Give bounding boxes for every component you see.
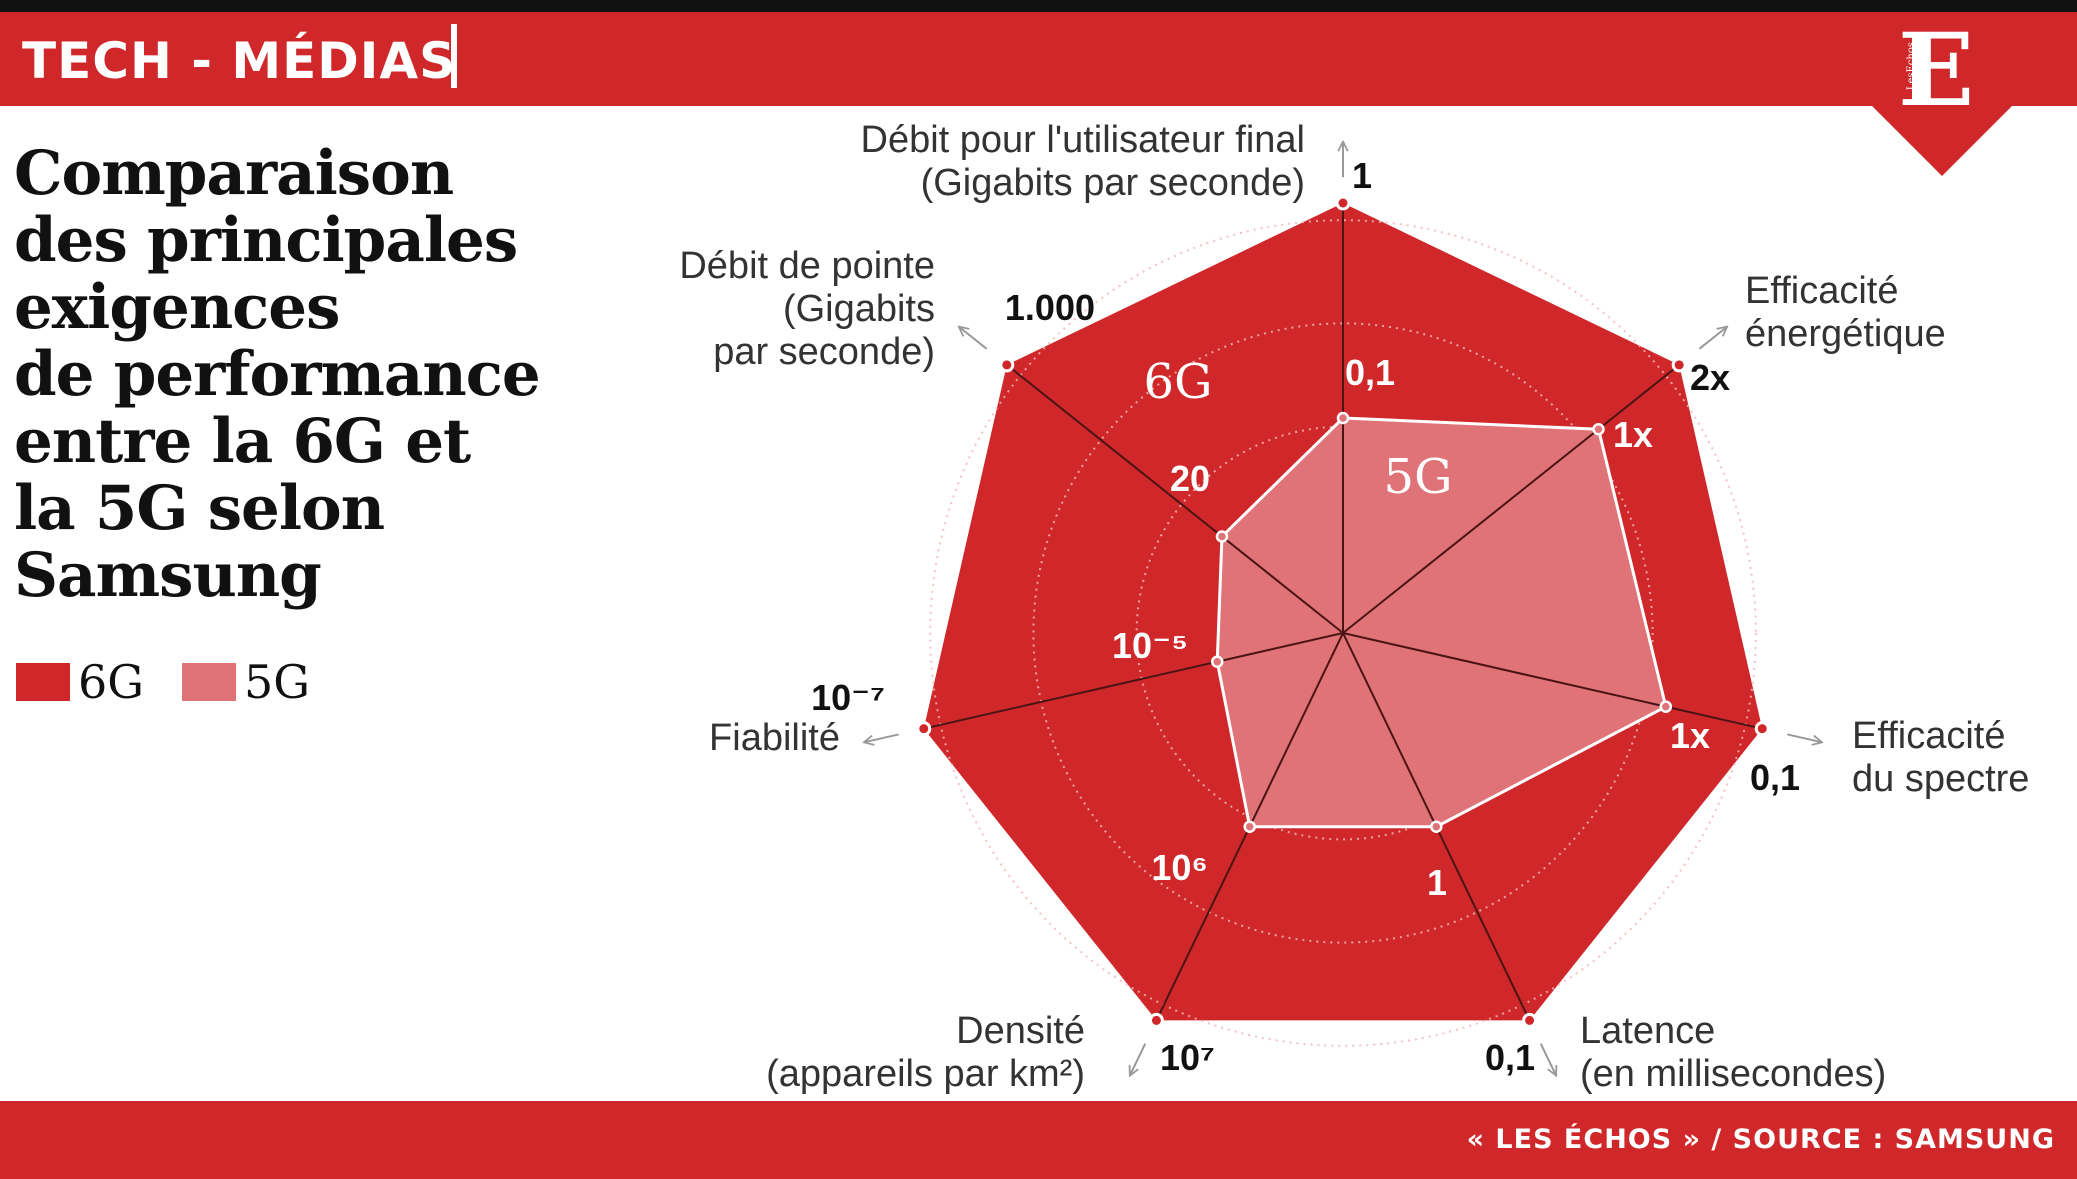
value-label-5g-6: 10⁻⁵ xyxy=(1112,625,1188,666)
chart-title: Comparaison des principales exigences de… xyxy=(14,138,541,611)
legend-swatch-5g xyxy=(182,663,237,701)
axis-label-5: Densité (appareils par km²) xyxy=(766,1010,1085,1095)
series-5g-point-3 xyxy=(1659,700,1673,713)
axis-arrow-2 xyxy=(1698,327,1726,350)
value-label-5g-5: 10⁶ xyxy=(1151,847,1208,888)
axis-arrow-4 xyxy=(1539,1043,1556,1075)
axis-label-1: Débit pour l'utilisateur final (Gigabits … xyxy=(861,119,1305,204)
series-6g-point-2 xyxy=(1671,357,1687,373)
axis-spoke-6 xyxy=(923,632,1344,730)
series-6g-point-6 xyxy=(916,721,932,737)
axis-label-3: Efficacité du spectre xyxy=(1852,715,2029,800)
value-label-6g-4: 0,1 xyxy=(1485,1037,1535,1078)
series-6g-point-7 xyxy=(999,357,1015,373)
legend-item-5g: 5G xyxy=(182,655,310,709)
legend-label-6g: 6G xyxy=(78,655,145,709)
series-6g-point-5 xyxy=(1148,1012,1164,1028)
legend-item-6g: 6G xyxy=(16,655,144,709)
series-5g-point-4 xyxy=(1430,820,1443,833)
axis-label-7: Débit de pointe (Gigabits par seconde) xyxy=(679,245,935,373)
series-5g-point-1 xyxy=(1336,411,1350,425)
logo-e-icon: E xyxy=(1898,11,1975,129)
section-divider xyxy=(451,24,457,88)
value-label-6g-2: 2x xyxy=(1690,357,1730,398)
value-label-6g-5: 10⁷ xyxy=(1160,1037,1215,1078)
series-label-5g: 5G xyxy=(1384,449,1453,505)
value-label-6g-7: 1.000 xyxy=(1005,287,1095,328)
series-5g-point-7 xyxy=(1215,530,1229,543)
axis-arrow-5 xyxy=(1130,1043,1147,1075)
axis-label-4: Latence (en millisecondes) xyxy=(1580,1010,1886,1095)
series-5g-point-6 xyxy=(1210,655,1224,668)
axis-arrow-3 xyxy=(1787,733,1821,742)
series-6g-point-1 xyxy=(1335,195,1351,211)
value-label-5g-4: 1 xyxy=(1427,862,1447,903)
footer-bar xyxy=(0,1101,2077,1179)
grid-ring-4 xyxy=(929,219,1757,1047)
series-6g-point-4 xyxy=(1522,1012,1538,1028)
section-label: TECH - MÉDIAS xyxy=(22,32,457,90)
value-label-5g-7: 20 xyxy=(1170,458,1210,499)
legend-label-5g: 5G xyxy=(244,655,311,709)
axis-label-2: Efficacité énergétique xyxy=(1745,270,1946,355)
series-5g-area xyxy=(1215,416,1668,829)
series-6g-point-3 xyxy=(1754,721,1770,737)
top-rule xyxy=(0,0,2077,12)
axis-arrow-6 xyxy=(865,733,899,742)
legend-swatch-6g xyxy=(16,663,70,701)
legend: 6G 5G xyxy=(16,655,348,709)
series-label-6g: 6G xyxy=(1144,354,1213,410)
logo-banner xyxy=(1862,96,2022,176)
value-label-5g-2: 1x xyxy=(1613,414,1653,455)
value-label-6g-3: 0,1 xyxy=(1750,757,1800,798)
value-label-6g-6: 10⁻⁷ xyxy=(811,677,885,718)
value-label-5g-1: 0,1 xyxy=(1345,352,1395,393)
value-label-6g-1: 1 xyxy=(1352,155,1372,196)
series-5g-point-2 xyxy=(1592,422,1605,436)
header-bar xyxy=(0,12,2077,106)
source-credit: « LES ÉCHOS » / SOURCE : SAMSUNG xyxy=(1466,1124,2055,1155)
series-5g-point-5 xyxy=(1243,820,1256,833)
axis-spoke-2 xyxy=(1342,364,1680,634)
axis-label-6: Fiabilité xyxy=(709,717,840,759)
axis-arrow-7 xyxy=(960,327,988,350)
axis-spoke-7 xyxy=(1006,364,1344,634)
axis-spoke-3 xyxy=(1342,632,1763,730)
value-label-5g-3: 1x xyxy=(1670,715,1710,756)
